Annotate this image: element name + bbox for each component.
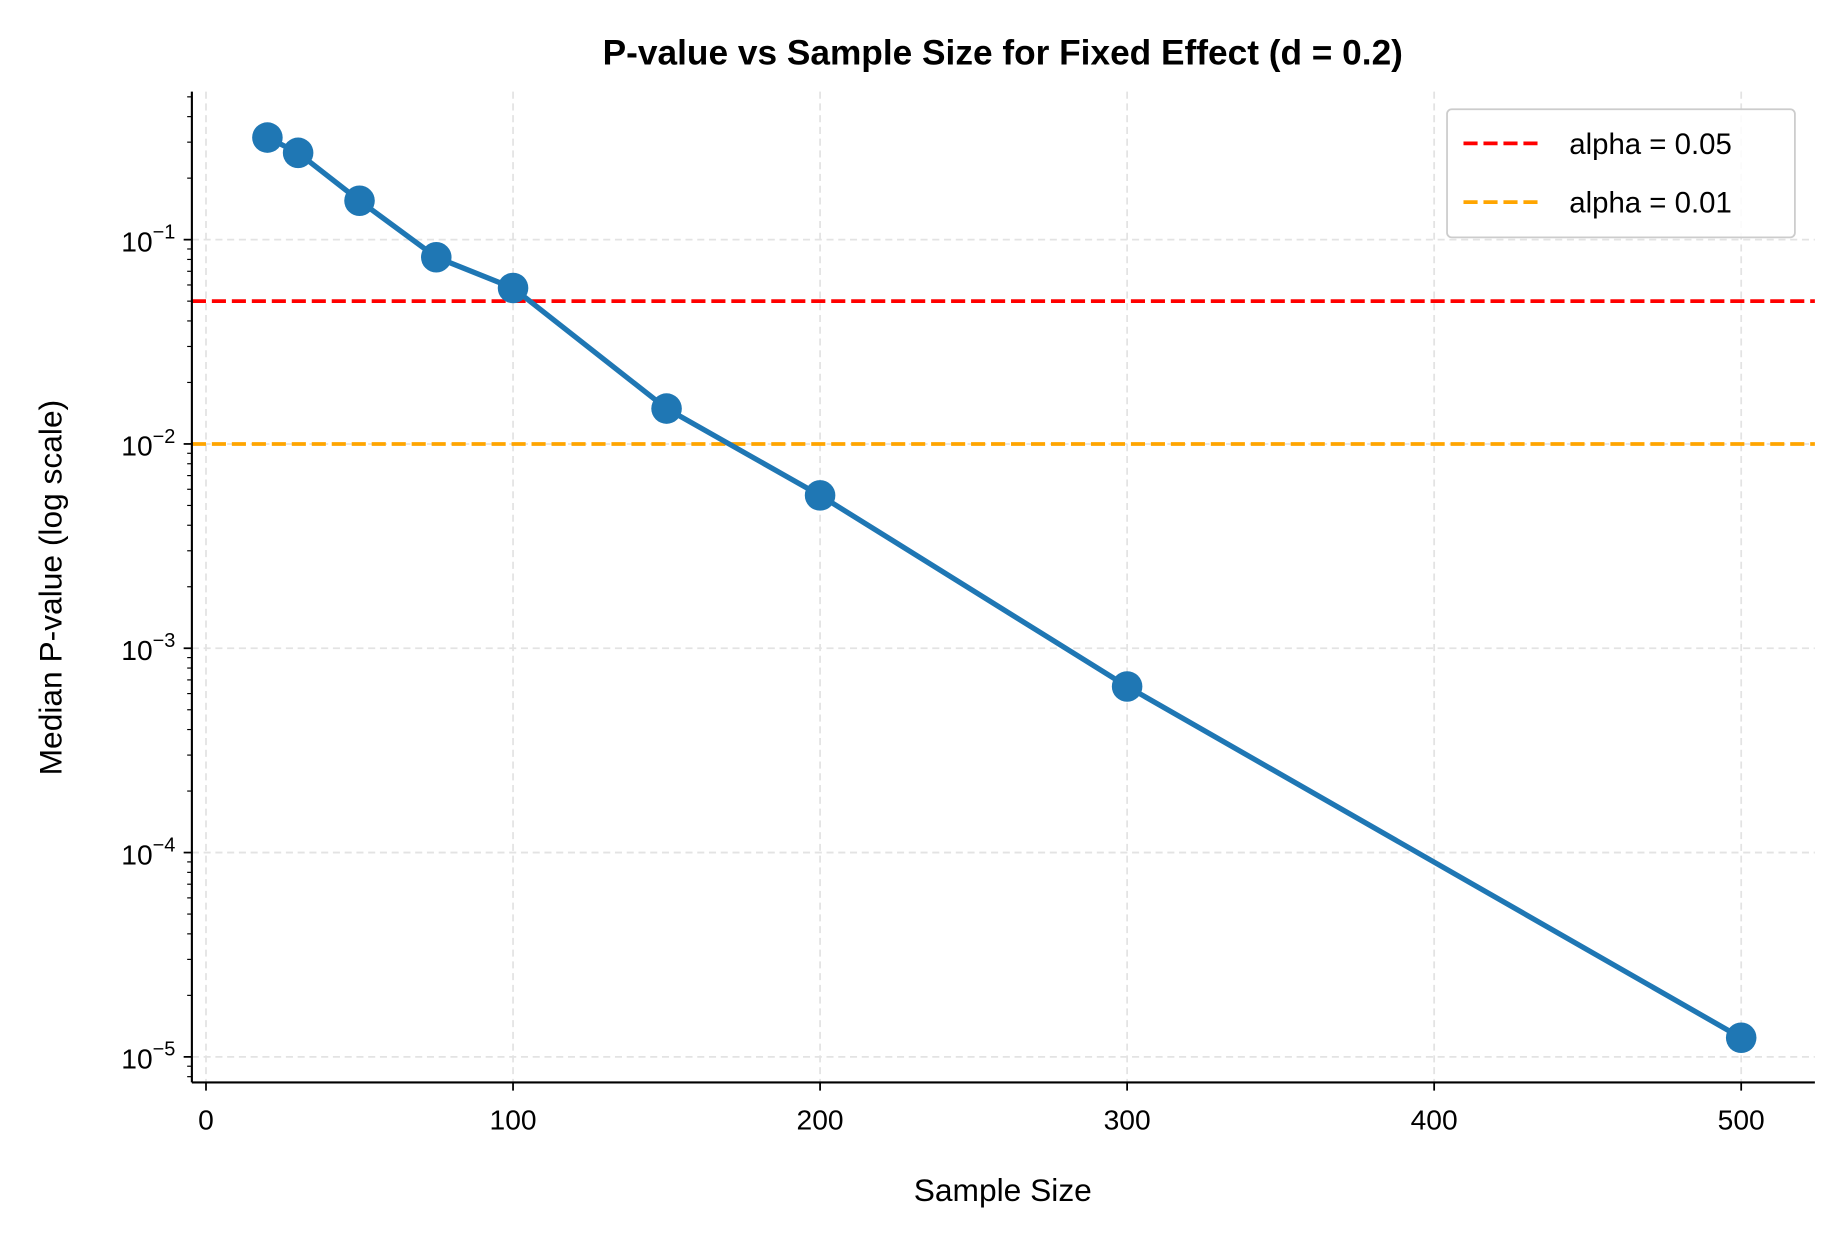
data-point — [497, 272, 529, 304]
y-tick-label: 10−2 — [121, 426, 175, 462]
grid — [191, 91, 1815, 1083]
y-tick-label: 10−5 — [121, 1039, 175, 1075]
data-point — [421, 241, 452, 273]
x-tick-label: 0 — [198, 1103, 214, 1135]
data-point — [804, 480, 836, 511]
series — [252, 122, 1757, 1054]
legend-box — [1446, 108, 1796, 239]
reference-lines — [191, 299, 1815, 446]
data-point — [1725, 1022, 1757, 1054]
y-tick-label: 10−3 — [121, 630, 175, 666]
legend: alpha = 0.05 alpha = 0.01 — [1446, 108, 1796, 239]
x-axis-label: Sample Size — [914, 1172, 1092, 1208]
data-point — [282, 137, 314, 169]
data-point — [1111, 671, 1143, 702]
x-tick-label: 100 — [490, 1103, 537, 1135]
x-tick-label: 400 — [1411, 1103, 1458, 1135]
y-tick-label: 10−4 — [121, 834, 175, 870]
data-point — [651, 393, 682, 424]
data-point — [344, 185, 375, 217]
legend-label: alpha = 0.01 — [1569, 187, 1732, 220]
series-line — [266, 135, 1743, 1041]
chart-title: P-value vs Sample Size for Fixed Effect … — [603, 34, 1403, 73]
y-axis-label: Median P-value (log scale) — [32, 400, 68, 776]
x-tick-label: 500 — [1718, 1103, 1765, 1135]
axes: 0 100 200 300 400 500 10−1 10−2 10−3 10−4 10−5 — [121, 91, 1815, 1135]
data-point — [252, 122, 283, 153]
x-tick-label: 200 — [797, 1103, 844, 1135]
legend-label: alpha = 0.05 — [1569, 128, 1732, 161]
x-tick-label: 300 — [1104, 1103, 1151, 1135]
y-tick-label: 10−1 — [121, 221, 175, 257]
